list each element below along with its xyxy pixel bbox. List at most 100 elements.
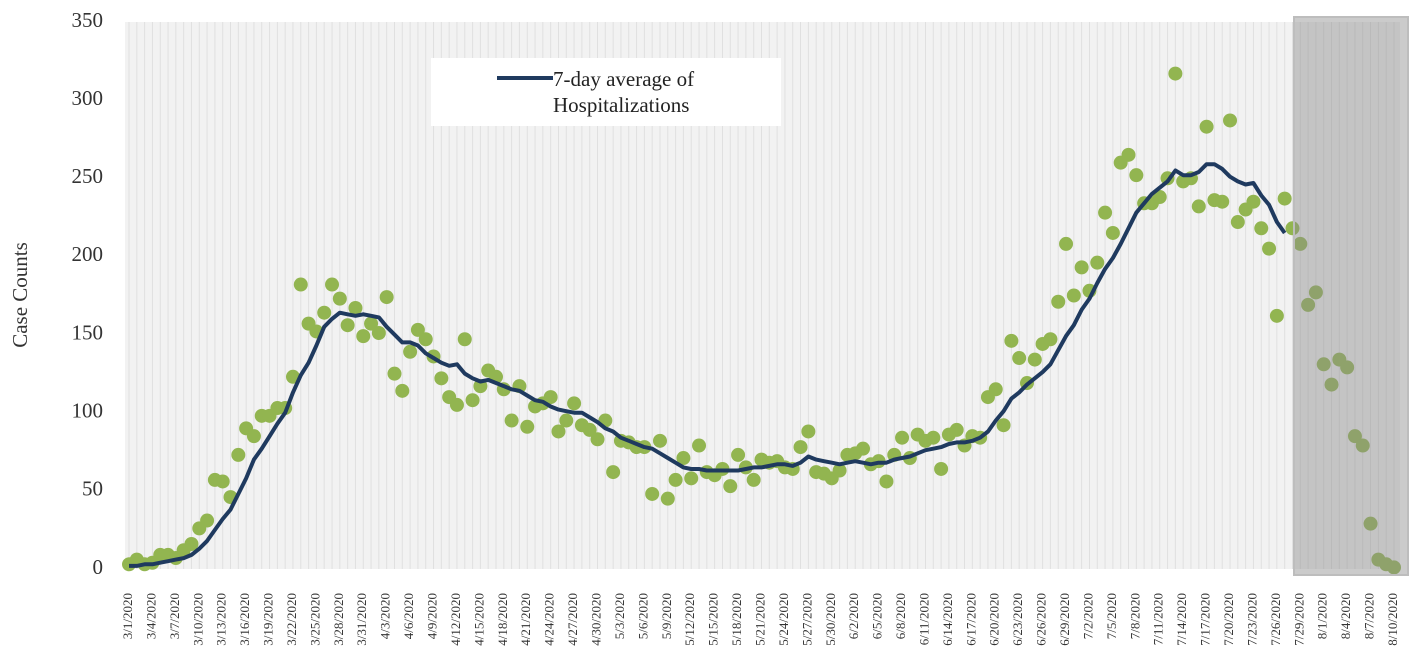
y-tick-label: 300 <box>72 86 104 110</box>
data-point <box>856 441 871 456</box>
data-point <box>215 474 230 489</box>
x-tick-label: 8/7/2020 <box>1362 593 1377 639</box>
data-point <box>645 486 660 501</box>
data-point <box>1316 357 1331 372</box>
data-point <box>895 430 910 445</box>
x-tick-label: 3/4/2020 <box>143 593 158 639</box>
legend: 7-day average of Hospitalizations <box>431 58 781 126</box>
x-tick-label: 7/14/2020 <box>1174 593 1189 646</box>
x-tick-label: 6/2/2020 <box>846 593 861 639</box>
y-axis-title: Case Counts <box>8 242 32 348</box>
data-point <box>1066 288 1081 303</box>
x-tick-label: 3/1/2020 <box>120 593 135 639</box>
x-tick-label: 3/13/2020 <box>214 593 229 646</box>
x-tick-label: 5/3/2020 <box>612 593 627 639</box>
data-point <box>332 291 347 306</box>
data-point <box>1199 119 1214 134</box>
x-tick-label: 6/5/2020 <box>870 593 885 639</box>
x-tick-label: 5/15/2020 <box>706 593 721 646</box>
data-point <box>246 429 261 444</box>
x-tick-label: 4/27/2020 <box>565 593 580 646</box>
data-point <box>1347 429 1362 444</box>
x-tick-label: 7/23/2020 <box>1244 593 1259 646</box>
x-tick-label: 4/6/2020 <box>401 593 416 639</box>
average-line <box>129 162 1287 568</box>
data-point <box>1340 360 1355 375</box>
data-point <box>1269 308 1284 323</box>
x-tick-label: 8/1/2020 <box>1315 593 1330 639</box>
x-tick-label: 7/29/2020 <box>1291 593 1306 646</box>
x-tick-label: 3/28/2020 <box>331 593 346 646</box>
x-tick-label: 4/30/2020 <box>589 593 604 646</box>
data-point <box>1074 260 1089 275</box>
x-tick-label: 3/25/2020 <box>307 593 322 646</box>
y-tick-label: 0 <box>93 555 104 579</box>
data-point <box>746 472 761 487</box>
y-tick-label: 200 <box>72 242 104 266</box>
data-point <box>1308 285 1323 300</box>
data-point <box>184 536 199 551</box>
x-tick-label: 7/5/2020 <box>1104 593 1119 639</box>
data-point <box>676 451 691 466</box>
x-tick-label: 4/3/2020 <box>378 593 393 639</box>
data-point <box>668 472 683 487</box>
x-tick-label: 4/21/2020 <box>518 593 533 646</box>
x-tick-label: 7/8/2020 <box>1127 593 1142 639</box>
data-point <box>1223 113 1238 128</box>
x-tick-label: 5/18/2020 <box>729 593 744 646</box>
y-tick-label: 350 <box>72 8 104 32</box>
data-point <box>1191 199 1206 214</box>
shaded-region <box>1293 16 1409 576</box>
x-tick-label: 4/18/2020 <box>495 593 510 646</box>
data-point <box>988 382 1003 397</box>
data-point <box>504 413 519 428</box>
data-point <box>1363 516 1378 531</box>
data-point <box>1285 221 1300 236</box>
data-point <box>1152 190 1167 205</box>
x-tick-label: 8/10/2020 <box>1385 593 1400 646</box>
x-tick-label: 7/11/2020 <box>1151 593 1166 645</box>
data-point <box>1324 377 1339 392</box>
data-point <box>387 366 402 381</box>
x-tick-label: 6/26/2020 <box>1034 593 1049 646</box>
data-point <box>1215 194 1230 209</box>
x-tick-label: 5/6/2020 <box>635 593 650 639</box>
x-tick-label: 7/2/2020 <box>1080 593 1095 639</box>
data-point <box>1262 241 1277 256</box>
data-point <box>231 447 246 462</box>
data-point <box>1121 147 1136 162</box>
x-tick-label: 6/17/2020 <box>963 593 978 646</box>
data-point <box>1254 221 1269 236</box>
y-tick-label: 50 <box>82 477 103 501</box>
y-tick-label: 250 <box>72 164 104 188</box>
data-point <box>1098 205 1113 220</box>
data-point <box>567 396 582 411</box>
data-point <box>371 326 386 341</box>
x-tick-label: 6/29/2020 <box>1057 593 1072 646</box>
x-tick-label: 4/24/2020 <box>542 593 557 646</box>
data-point <box>1090 255 1105 270</box>
data-point <box>723 479 738 494</box>
data-point <box>340 318 355 333</box>
data-point <box>1387 560 1401 575</box>
y-tick-label: 150 <box>72 320 104 344</box>
data-point <box>1129 168 1144 183</box>
x-tick-label: 4/9/2020 <box>425 593 440 639</box>
y-tick-label: 100 <box>72 399 104 423</box>
x-tick-label: 5/30/2020 <box>823 593 838 646</box>
x-tick-label: 6/8/2020 <box>893 593 908 639</box>
data-point <box>543 390 558 405</box>
data-point <box>832 463 847 478</box>
data-point <box>364 316 379 331</box>
data-point <box>348 301 363 316</box>
data-point <box>1355 438 1370 453</box>
data-point <box>1246 194 1261 209</box>
x-tick-label: 3/10/2020 <box>190 593 205 646</box>
data-point <box>1301 297 1316 312</box>
data-point <box>1277 191 1292 206</box>
x-tick-label: 8/4/2020 <box>1338 593 1353 639</box>
data-point <box>1043 332 1058 347</box>
data-point <box>793 440 808 455</box>
data-point <box>1230 215 1245 230</box>
